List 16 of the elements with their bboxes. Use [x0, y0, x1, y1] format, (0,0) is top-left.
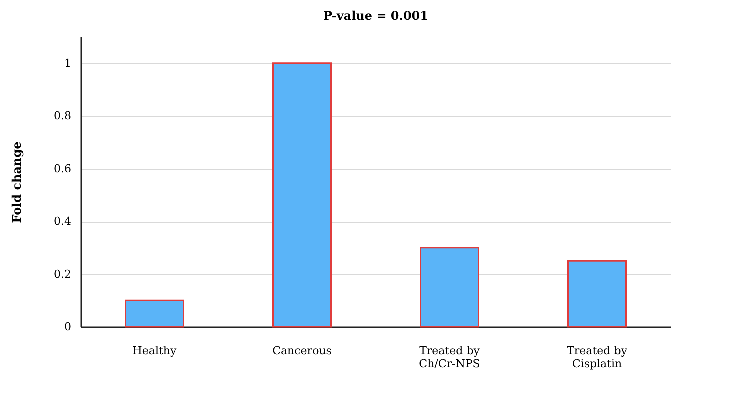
bar	[272, 62, 332, 328]
x-tick-label: Cancerous	[272, 344, 332, 358]
bar	[568, 260, 627, 328]
y-axis-title: Fold change	[10, 141, 24, 224]
bar	[125, 300, 184, 328]
y-tick-label: 0.6	[54, 162, 72, 176]
x-tick-label: Treated by Cisplatin	[567, 344, 628, 370]
x-tick-label: Treated by Ch/Cr-NPS	[419, 344, 481, 370]
y-tick-label: 0	[64, 320, 72, 334]
x-tick-label: Healthy	[132, 344, 178, 358]
y-tick-label: 0.2	[54, 268, 72, 281]
y-tick-label: 0.4	[54, 215, 72, 228]
bar	[420, 247, 480, 328]
y-tick-label: 1	[64, 56, 72, 70]
chart-title: P-value = 0.001	[324, 9, 428, 23]
y-tick-label: 0.8	[54, 110, 72, 123]
